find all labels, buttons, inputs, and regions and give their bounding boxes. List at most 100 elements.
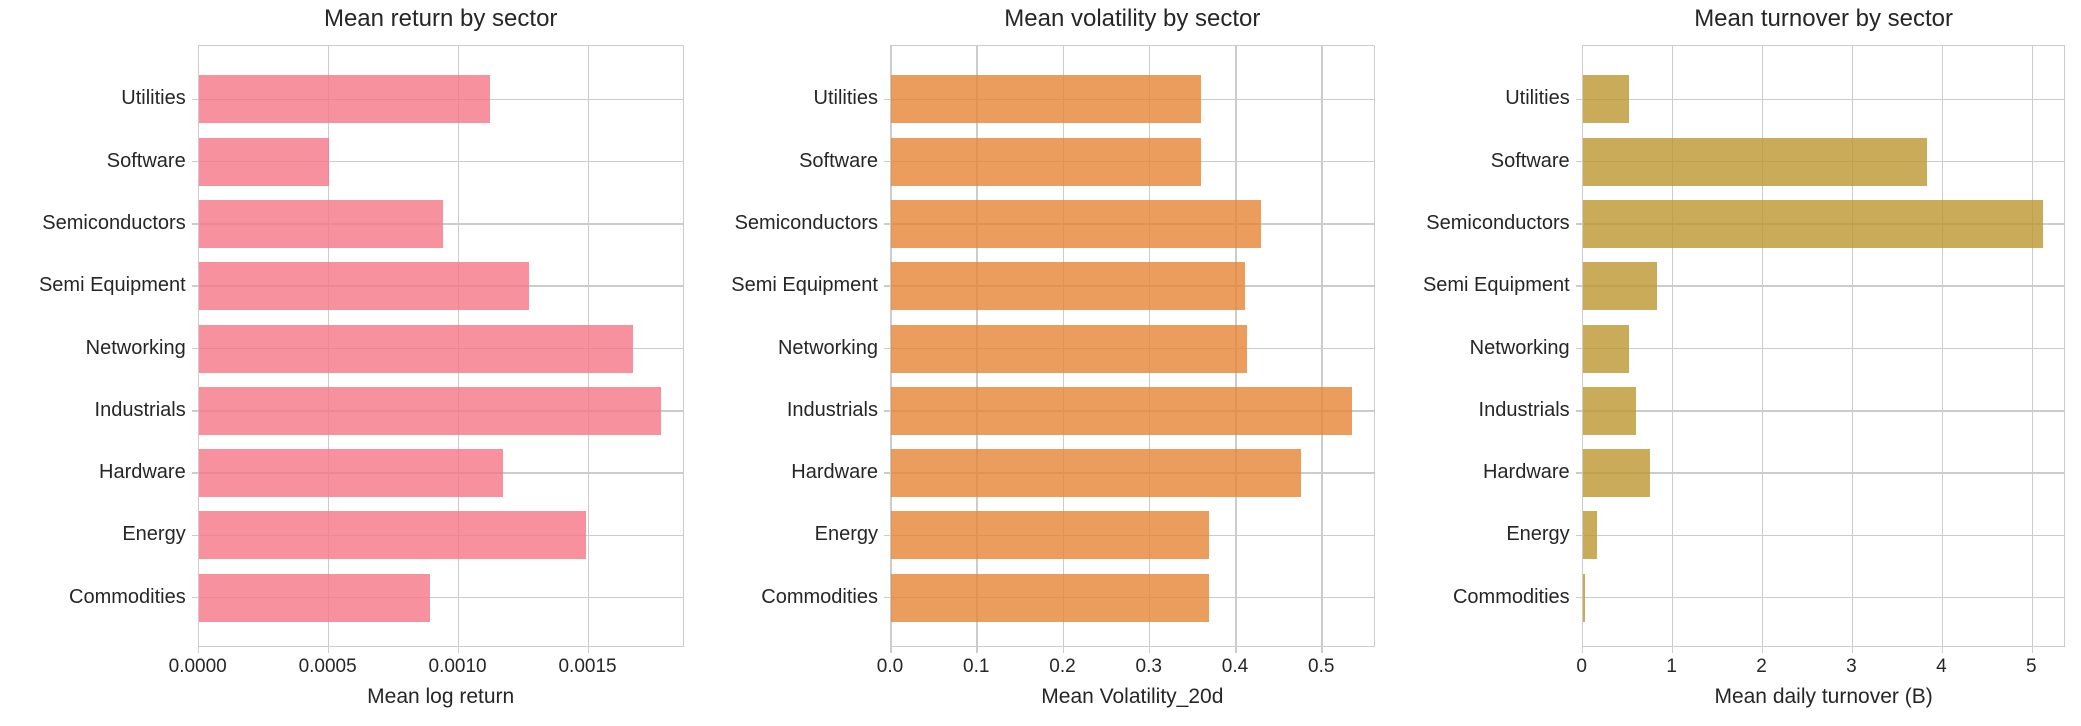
y-tick-mark [884, 347, 891, 350]
x-tick-mark [976, 646, 978, 653]
x-tick-label: 0.3 [1135, 656, 1162, 677]
x-tick-label: 4 [1936, 656, 1947, 677]
bar [1582, 137, 1928, 186]
gridline-horizontal [1582, 285, 2065, 287]
gridline-vertical [1941, 46, 1944, 646]
gridline-vertical [1321, 46, 1323, 646]
y-tick-mark [1575, 347, 1583, 350]
bar [891, 137, 1202, 186]
category-label: Energy [814, 523, 878, 546]
chart-title-mean-volatility: Mean volatility by sector [1004, 5, 1261, 32]
bar [891, 262, 1246, 311]
y-tick-mark [1575, 160, 1583, 163]
gridline-horizontal [1582, 98, 2065, 101]
x-tick-mark [457, 646, 460, 653]
gridline-horizontal [1582, 596, 2065, 599]
bar [891, 386, 1353, 435]
category-label: Industrials [786, 398, 878, 421]
bar [1582, 199, 2044, 248]
y-tick-mark [191, 285, 199, 287]
y-tick-mark [884, 596, 891, 599]
x-tick-mark [2031, 646, 2034, 653]
category-label: Networking [85, 336, 186, 359]
category-label: Hardware [791, 461, 878, 484]
gridline-horizontal [1582, 534, 2065, 537]
x-tick-label: 1 [1666, 656, 1677, 677]
x-tick-label: 0.0 [876, 656, 904, 677]
x-tick-label: 0.0000 [168, 656, 227, 677]
y-tick-mark [1575, 410, 1583, 412]
y-tick-mark [1575, 472, 1583, 474]
bar [198, 137, 329, 186]
bar [1582, 324, 1629, 373]
x-tick-mark [1671, 646, 1674, 653]
gridline-vertical [2031, 46, 2034, 646]
category-label: Semiconductors [42, 211, 186, 234]
bar [1582, 75, 1630, 124]
x-tick-mark [1148, 646, 1151, 653]
y-tick-mark [1575, 534, 1583, 537]
category-label: Semiconductors [1426, 211, 1570, 234]
bar [198, 573, 430, 622]
y-tick-mark [1575, 98, 1583, 101]
category-label: Software [1490, 149, 1570, 172]
bar [891, 449, 1301, 498]
y-tick-mark [884, 534, 891, 537]
x-tick-mark [197, 646, 200, 653]
category-label: Semi Equipment [38, 274, 186, 297]
bar [198, 449, 503, 498]
bar [198, 511, 586, 560]
chart-title-mean-return: Mean return by sector [323, 5, 558, 32]
x-tick-label: 0.1 [963, 656, 990, 677]
plot-area-mean-volatility [884, 45, 1375, 653]
gridline-horizontal [198, 160, 683, 163]
bar [1582, 511, 1598, 560]
category-label: Utilities [121, 87, 186, 110]
x-tick-label: 0.0005 [298, 656, 357, 677]
gridline-horizontal [1582, 347, 2065, 350]
x-tick-mark [1851, 646, 1854, 653]
bar [198, 324, 633, 373]
category-label: Networking [777, 336, 878, 359]
x-tick-label: 0.0010 [428, 656, 487, 677]
plot-area-mean-return [191, 45, 684, 653]
x-tick-label: 2 [1756, 656, 1767, 677]
y-tick-mark [1575, 223, 1583, 225]
category-label: Networking [1469, 336, 1570, 359]
category-label: Hardware [99, 461, 186, 484]
y-tick-mark [191, 160, 199, 163]
bar [891, 511, 1210, 560]
y-tick-mark [884, 160, 891, 163]
plot-area-mean-turnover [1575, 45, 2066, 653]
category-label: Semiconductors [734, 211, 878, 234]
x-tick-label: 5 [2026, 656, 2037, 677]
bar [891, 573, 1210, 622]
y-tick-mark [191, 596, 199, 599]
x-tick-mark [587, 646, 590, 653]
y-tick-mark [191, 410, 199, 412]
bar [891, 75, 1202, 124]
x-tick-mark [327, 646, 330, 653]
x-tick-label: 0.4 [1221, 656, 1249, 677]
gridline-horizontal [198, 596, 683, 599]
y-tick-mark [884, 98, 891, 101]
category-label: Utilities [1505, 87, 1570, 110]
bar [198, 75, 490, 124]
category-label: Utilities [813, 87, 878, 110]
bar [891, 324, 1248, 373]
x-tick-mark [1321, 646, 1323, 653]
x-tick-label: 0.2 [1049, 656, 1076, 677]
x-axis-label-mean-daily-turnover: Mean daily turnover (B) [1714, 685, 1933, 708]
category-label: Commodities [69, 585, 186, 608]
x-tick-mark [1941, 646, 1944, 653]
bar [1582, 449, 1651, 498]
gridline-vertical [1671, 46, 1674, 646]
category-label: Industrials [1478, 398, 1570, 421]
x-axis-label-mean-log-return: Mean log return [367, 685, 515, 708]
y-tick-mark [191, 534, 199, 537]
y-tick-mark [191, 472, 199, 474]
x-tick-label: 0 [1576, 656, 1587, 677]
x-axis-label-mean-volatility-20d: Mean Volatility_20d [1041, 685, 1224, 708]
category-label: Commodities [1452, 585, 1570, 608]
category-label: Semi Equipment [1422, 274, 1570, 297]
